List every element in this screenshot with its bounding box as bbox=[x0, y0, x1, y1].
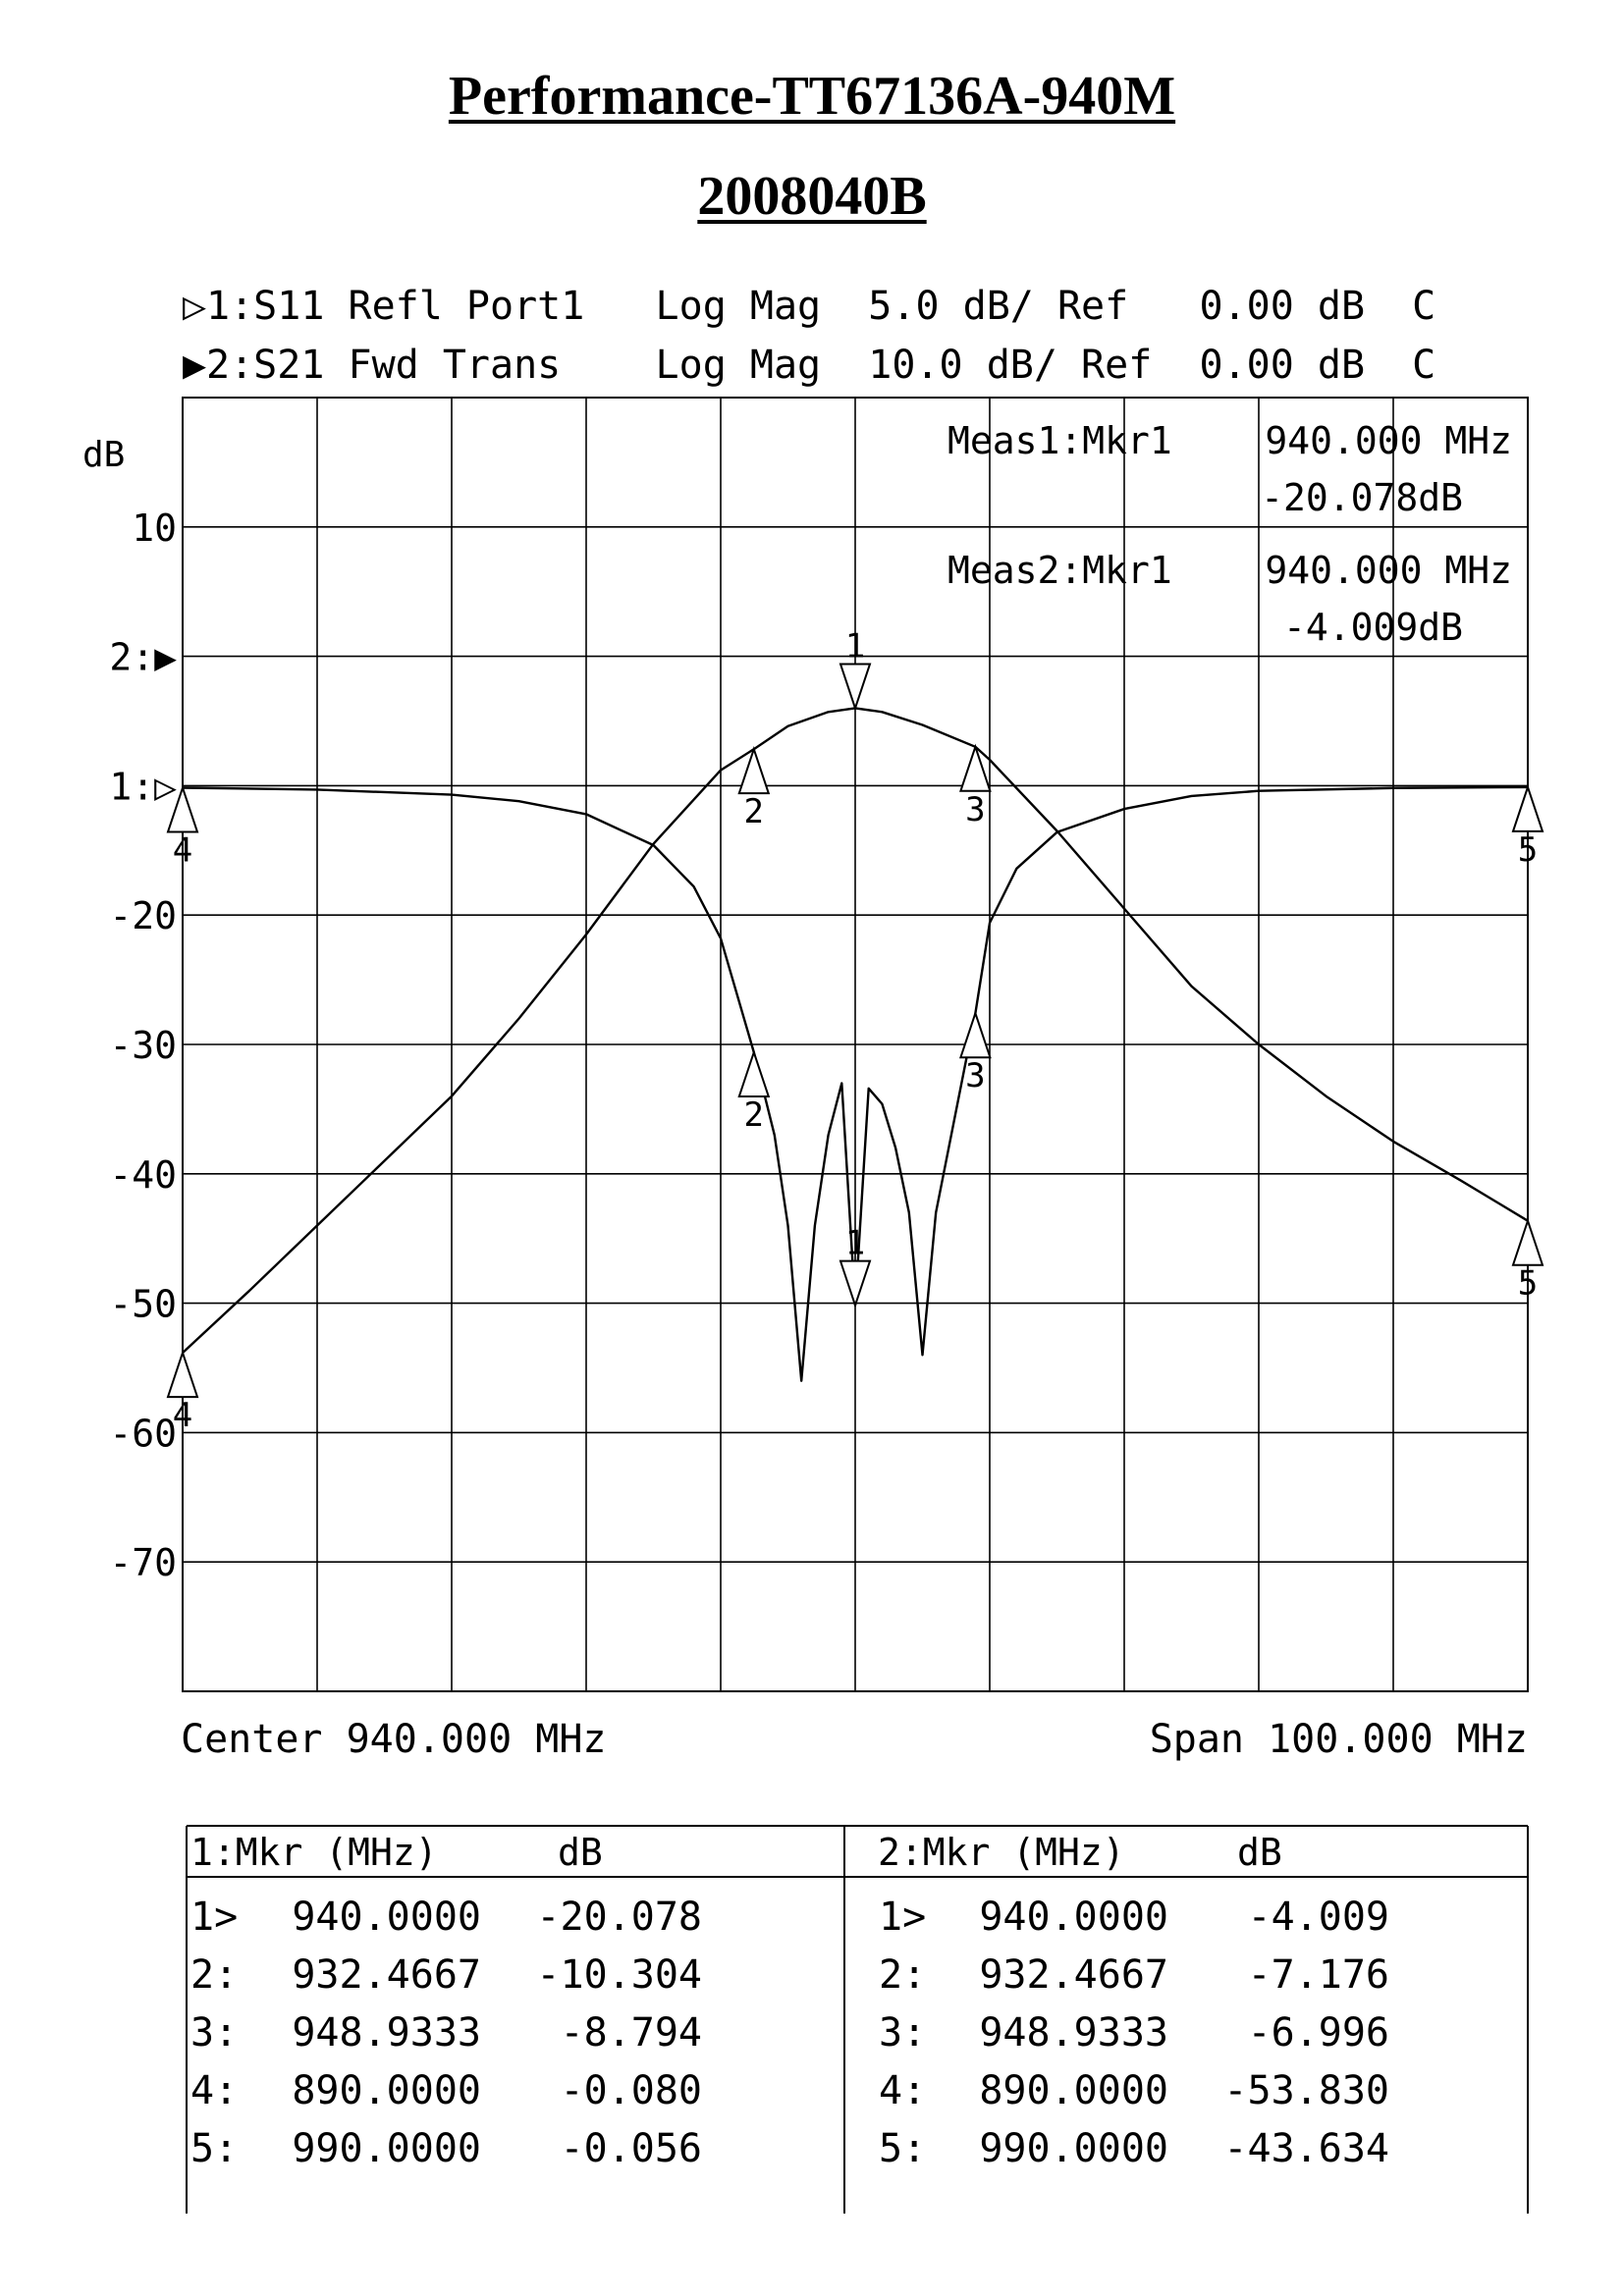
marker-label: 5 bbox=[1518, 830, 1538, 870]
marker-label: 3 bbox=[965, 1056, 985, 1095]
meas-readout-label-1: Meas1:Mkr1 bbox=[947, 419, 1172, 462]
table-header-mkr-2: 2:Mkr (MHz) bbox=[878, 1831, 1125, 1874]
marker-triangle bbox=[166, 784, 199, 833]
trace-header-marker-1: ▷ bbox=[183, 284, 206, 329]
table-row-db: -6.996 bbox=[1248, 2010, 1390, 2056]
table-header-mkr-1: 1:Mkr (MHz) bbox=[190, 1831, 438, 1874]
y-tick-label: -50 bbox=[109, 1283, 177, 1326]
table-row-db: -53.830 bbox=[1223, 2068, 1389, 2113]
table-row-freq: 990.0000 bbox=[979, 2126, 1168, 2171]
marker-label: 1 bbox=[845, 626, 865, 666]
table-row-db: -0.080 bbox=[561, 2068, 703, 2113]
marker-triangle bbox=[1511, 1217, 1544, 1266]
marker-2-1: 1 bbox=[839, 626, 872, 712]
y-tick-label: -70 bbox=[109, 1541, 177, 1584]
page-subtitle: 2008040B bbox=[697, 166, 927, 227]
marker-1-3: 3 bbox=[958, 1010, 992, 1095]
table-header-db-2: dB bbox=[1237, 1831, 1282, 1874]
y-tick-label: 10 bbox=[132, 507, 177, 550]
trace-header-1: 1:S11 Refl Port1 Log Mag 5.0 dB/ Ref 0.0… bbox=[206, 284, 1435, 329]
table-row-freq: 890.0000 bbox=[292, 2068, 481, 2113]
table-row-db: -0.056 bbox=[561, 2126, 703, 2171]
y-tick-label: -20 bbox=[109, 894, 177, 937]
table-row-freq: 948.9333 bbox=[979, 2010, 1168, 2056]
marker-1-4: 4 bbox=[166, 784, 199, 871]
table-row-freq: 948.9333 bbox=[292, 2010, 481, 2056]
table-row-db: -7.176 bbox=[1248, 1952, 1390, 1998]
marker-2-3: 3 bbox=[958, 743, 992, 829]
page-title: Performance-TT67136A-940M bbox=[448, 66, 1176, 127]
y-axis-label: dB bbox=[82, 435, 125, 475]
table-row-index: 3: bbox=[879, 2010, 926, 2056]
table-row-index: 1> bbox=[879, 1895, 926, 1940]
table-row-index: 3: bbox=[190, 2010, 238, 2056]
meas-readout-label-2: Meas2:Mkr1 bbox=[947, 549, 1172, 592]
marker-1-1: 1 bbox=[839, 1224, 872, 1308]
y-tick-label: -40 bbox=[109, 1153, 177, 1197]
marker-1-5: 5 bbox=[1511, 783, 1544, 870]
table-row-freq: 940.0000 bbox=[979, 1895, 1168, 1940]
marker-triangle bbox=[166, 1349, 199, 1399]
meas-readout-value-1: -20.078dB bbox=[1261, 476, 1463, 519]
marker-2-4: 4 bbox=[166, 1349, 199, 1435]
meas-readout-freq-2: 940.000 MHz bbox=[1265, 549, 1512, 592]
marker-triangle bbox=[839, 1259, 872, 1308]
meas-readout-value-2: -4.009dB bbox=[1283, 606, 1463, 649]
marker-label: 2 bbox=[744, 792, 764, 831]
y-tick-label: -30 bbox=[109, 1024, 177, 1067]
marker-2-5: 5 bbox=[1511, 1217, 1544, 1304]
trace-header-2: 2:S21 Fwd Trans Log Mag 10.0 dB/ Ref 0.0… bbox=[206, 343, 1435, 388]
marker-label: 1 bbox=[845, 1224, 865, 1263]
table-row-freq: 932.4667 bbox=[979, 1952, 1168, 1998]
marker-triangle bbox=[958, 743, 992, 792]
marker-triangle bbox=[958, 1010, 992, 1059]
marker-label: 4 bbox=[173, 831, 192, 871]
marker-triangle bbox=[737, 1048, 771, 1098]
marker-2-2: 2 bbox=[737, 746, 771, 831]
table-row-freq: 890.0000 bbox=[979, 2068, 1168, 2113]
marker-label: 2 bbox=[744, 1095, 764, 1135]
y-tick-label: -60 bbox=[109, 1412, 177, 1455]
table-row-db: -4.009 bbox=[1248, 1895, 1390, 1940]
meas-readout-freq-1: 940.000 MHz bbox=[1265, 419, 1512, 462]
table-row-index: 2: bbox=[879, 1952, 926, 1998]
table-row-freq: 932.4667 bbox=[292, 1952, 481, 1998]
marker-triangle bbox=[839, 663, 872, 712]
marker-label: 4 bbox=[173, 1396, 192, 1435]
table-row-freq: 990.0000 bbox=[292, 2126, 481, 2171]
marker-triangle bbox=[1511, 783, 1544, 832]
table-row-db: -43.634 bbox=[1223, 2126, 1389, 2171]
table-row-index: 2: bbox=[190, 1952, 238, 1998]
table-header-db-1: dB bbox=[558, 1831, 603, 1874]
table-row-db: -8.794 bbox=[561, 2010, 703, 2056]
table-row-index: 4: bbox=[190, 2068, 238, 2113]
marker-triangle bbox=[737, 746, 771, 795]
y-tick-label: 1:▷ bbox=[109, 765, 177, 808]
table-row-db: -10.304 bbox=[536, 1952, 702, 1998]
marker-1-2: 2 bbox=[737, 1048, 771, 1135]
center-frequency-label: Center 940.000 MHz bbox=[181, 1717, 606, 1762]
marker-label: 5 bbox=[1518, 1264, 1538, 1304]
table-row-index: 1> bbox=[190, 1895, 238, 1940]
table-row-index: 5: bbox=[879, 2126, 926, 2171]
table-row-freq: 940.0000 bbox=[292, 1895, 481, 1940]
y-tick-label: 2:▶ bbox=[109, 636, 177, 679]
marker-label: 3 bbox=[965, 790, 985, 829]
span-label: Span 100.000 MHz bbox=[1150, 1717, 1528, 1762]
table-row-db: -20.078 bbox=[536, 1895, 702, 1940]
marker-table: 1:Mkr (MHz) dB 1> 940.0000 -20.078 2: 932.4667… bbox=[186, 1825, 1529, 2214]
table-row-index: 5: bbox=[190, 2126, 238, 2171]
trace-header-marker-2: ▶ bbox=[183, 343, 206, 388]
table-row-index: 4: bbox=[879, 2068, 926, 2113]
